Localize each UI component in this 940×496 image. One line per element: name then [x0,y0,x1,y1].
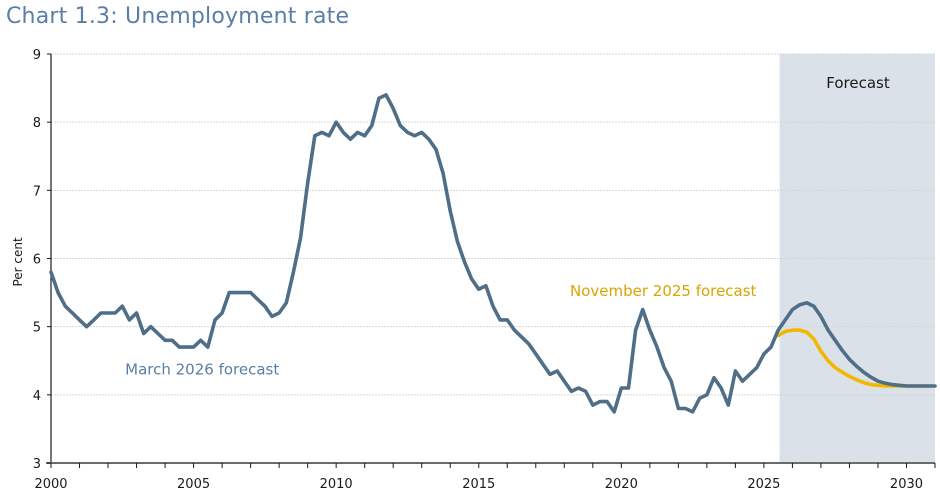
series-label: November 2025 forecast [570,282,757,300]
x-tick-label: 2010 [320,477,353,492]
y-tick-label: 8 [33,116,41,131]
y-tick-label: 4 [33,389,41,404]
y-tick-label: 5 [33,321,41,336]
chart-title: Chart 1.3: Unemployment rate [6,4,350,29]
x-tick-label: 2000 [34,477,67,492]
series-line [49,93,937,414]
x-tick-label: 2030 [890,477,923,492]
y-tick-label: 7 [33,184,41,199]
x-tick-label: 2015 [462,477,495,492]
y-tick-label: 9 [33,48,41,63]
x-tick-label: 2020 [605,477,638,492]
y-axis-title: Per cent [11,237,25,287]
y-tick-label: 6 [33,253,41,268]
series-label: March 2026 forecast [125,360,279,378]
x-tick-label: 2005 [177,477,210,492]
axes: 3 4 5 6 7 8 9 2000 2005 2010 2015 2020 2025 2030 Per c… [11,48,936,492]
x-tick-label: 2025 [747,477,780,492]
series-lines [49,93,937,414]
forecast-label: Forecast [826,74,890,92]
annotations: March 2026 forecast November 2025 forecas… [125,74,890,378]
gridlines [51,53,935,396]
y-tick-label: 3 [33,457,41,472]
